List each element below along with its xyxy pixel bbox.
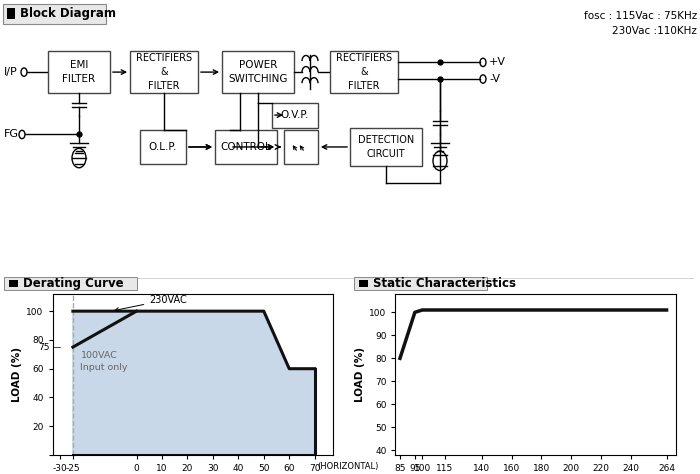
Bar — [140, 130, 186, 164]
Text: (HORIZONTAL): (HORIZONTAL) — [317, 462, 379, 471]
Text: fosc : 115Vac : 75KHz
230Vac :110KHz: fosc : 115Vac : 75KHz 230Vac :110KHz — [584, 11, 697, 36]
Bar — [130, 51, 198, 93]
Bar — [222, 51, 294, 93]
Bar — [284, 130, 318, 164]
Text: 230VAC: 230VAC — [115, 294, 187, 311]
Bar — [350, 128, 422, 166]
Bar — [330, 51, 398, 93]
Text: +V: +V — [489, 57, 506, 67]
Bar — [7, 9, 15, 19]
Polygon shape — [73, 311, 315, 455]
Text: Block Diagram: Block Diagram — [20, 8, 116, 20]
Text: O.L.P.: O.L.P. — [149, 142, 177, 152]
Text: 75: 75 — [38, 343, 50, 352]
Text: O.V.P.: O.V.P. — [281, 110, 309, 120]
Text: Derating Curve: Derating Curve — [23, 277, 124, 290]
Text: DETECTION
CIRCUIT: DETECTION CIRCUIT — [358, 135, 414, 159]
Bar — [215, 130, 277, 164]
Text: EMI
FILTER: EMI FILTER — [62, 60, 96, 84]
Text: Static Characteristics: Static Characteristics — [373, 277, 516, 290]
Text: RECTIFIERS
&
FILTER: RECTIFIERS & FILTER — [336, 53, 392, 91]
Text: RECTIFIERS
&
FILTER: RECTIFIERS & FILTER — [136, 53, 192, 91]
Text: 100VAC
Input only: 100VAC Input only — [80, 351, 128, 372]
Bar — [48, 51, 110, 93]
Y-axis label: LOAD (%): LOAD (%) — [355, 347, 365, 402]
Text: I/P: I/P — [4, 67, 18, 77]
Text: -V: -V — [489, 74, 500, 84]
FancyBboxPatch shape — [3, 4, 106, 24]
Bar — [272, 102, 318, 128]
Text: POWER
SWITCHING: POWER SWITCHING — [228, 60, 288, 84]
Text: CONTROL: CONTROL — [220, 142, 272, 152]
Y-axis label: LOAD (%): LOAD (%) — [12, 347, 22, 402]
Text: FG: FG — [4, 129, 19, 139]
